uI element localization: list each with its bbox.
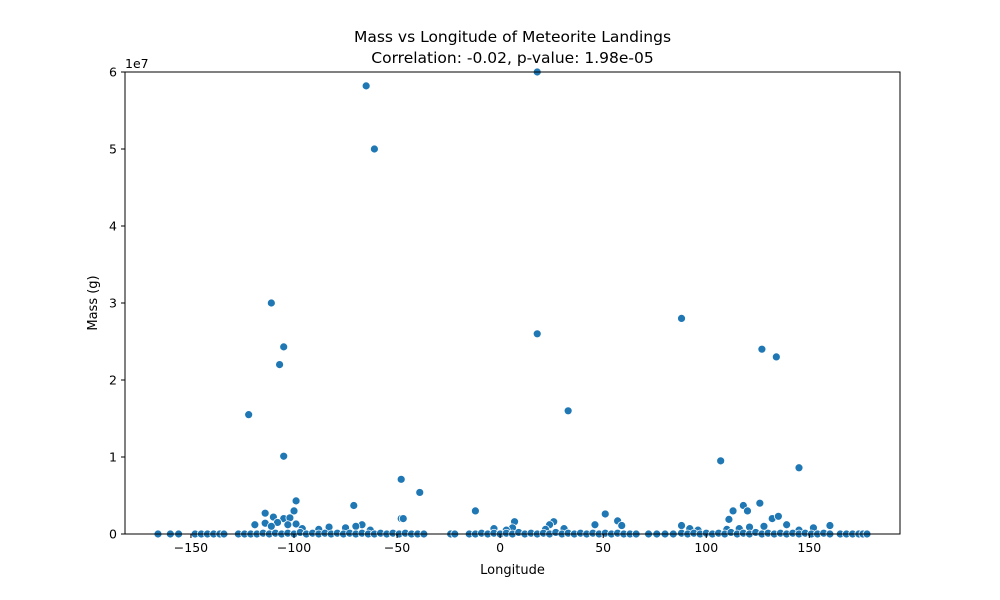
data-point bbox=[291, 496, 301, 506]
x-tick-label: −100 bbox=[277, 540, 311, 555]
data-point bbox=[590, 520, 600, 530]
data-point bbox=[757, 344, 767, 354]
x-tick-label: 50 bbox=[595, 540, 611, 555]
data-point bbox=[771, 352, 781, 362]
data-point bbox=[244, 410, 254, 420]
y-tick-label: 0 bbox=[109, 527, 117, 542]
data-point bbox=[724, 514, 734, 524]
data-point bbox=[716, 456, 726, 466]
data-point bbox=[283, 520, 293, 530]
data-point bbox=[275, 360, 284, 370]
data-point bbox=[415, 488, 425, 497]
y-tick-label: 1 bbox=[109, 450, 117, 465]
x-axis: −150 −100 −50 0 50 100 150 bbox=[174, 534, 821, 555]
y-axis-offset-label: 1e7 bbox=[125, 56, 149, 71]
data-points bbox=[153, 67, 872, 539]
data-point bbox=[250, 520, 260, 530]
y-axis: 0 1 2 3 4 5 6 bbox=[109, 65, 125, 542]
y-tick-label: 3 bbox=[109, 296, 117, 311]
data-point bbox=[398, 514, 408, 523]
y-tick-label: 6 bbox=[109, 65, 117, 80]
data-point bbox=[677, 313, 686, 323]
x-tick-label: −50 bbox=[384, 540, 410, 555]
x-tick-label: 100 bbox=[694, 540, 718, 555]
data-point bbox=[600, 509, 610, 519]
x-tick-label: −150 bbox=[174, 540, 208, 555]
data-point bbox=[825, 521, 835, 530]
data-point bbox=[794, 463, 804, 473]
y-tick-label: 4 bbox=[109, 219, 117, 234]
y-tick-label: 5 bbox=[109, 142, 117, 157]
data-point bbox=[773, 511, 783, 521]
y-axis-label: Mass (g) bbox=[86, 275, 101, 330]
chart-title: Mass vs Longitude of Meteorite Landings bbox=[354, 28, 671, 46]
x-tick-label: 150 bbox=[797, 540, 821, 555]
data-point bbox=[273, 518, 282, 527]
data-point bbox=[728, 506, 738, 516]
data-point bbox=[470, 506, 480, 516]
data-point bbox=[677, 521, 686, 530]
data-point bbox=[279, 451, 289, 461]
data-point bbox=[260, 508, 270, 518]
data-point bbox=[396, 474, 406, 484]
x-axis-label: Longitude bbox=[480, 563, 545, 578]
data-point bbox=[289, 506, 299, 516]
data-point bbox=[755, 498, 765, 508]
y-tick-label: 2 bbox=[109, 373, 117, 388]
data-point bbox=[743, 506, 752, 516]
data-point bbox=[782, 520, 792, 530]
plot-frame bbox=[124, 71, 901, 535]
data-point bbox=[617, 521, 627, 530]
data-point bbox=[266, 298, 276, 308]
chart-subtitle: Correlation: -0.02, p-value: 1.98e-05 bbox=[371, 49, 653, 67]
data-point bbox=[563, 406, 573, 416]
data-point bbox=[369, 144, 379, 154]
data-point bbox=[279, 342, 289, 352]
data-point bbox=[532, 329, 542, 339]
data-point bbox=[349, 501, 359, 510]
data-point bbox=[351, 521, 361, 531]
x-tick-label: 0 bbox=[496, 540, 504, 555]
data-point bbox=[361, 81, 371, 91]
